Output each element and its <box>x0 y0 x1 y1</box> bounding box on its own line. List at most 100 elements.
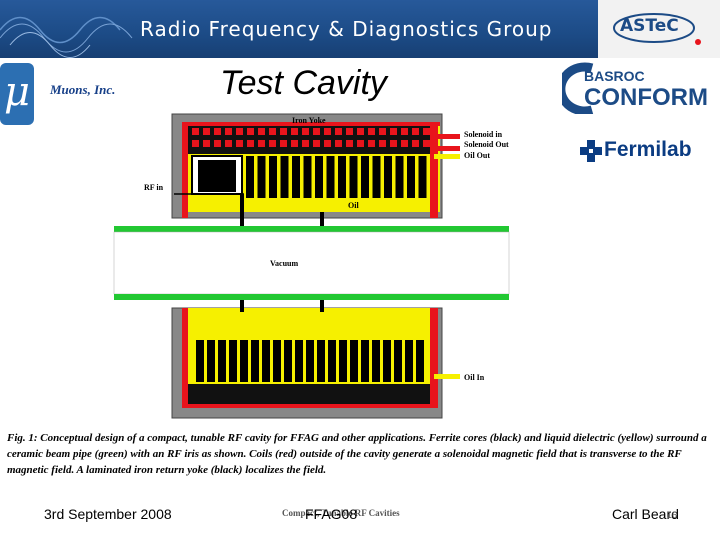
coil-winding <box>313 140 320 147</box>
coil-winding <box>280 128 287 135</box>
coil-winding <box>247 140 254 147</box>
coil-winding <box>412 128 419 135</box>
ferrite-core <box>295 340 303 382</box>
label-vacuum: Vacuum <box>270 259 298 268</box>
ferrite-core <box>246 156 254 198</box>
ferrite-core <box>280 156 289 198</box>
coil-winding <box>302 128 309 135</box>
coil-winding <box>269 140 276 147</box>
ferrite-core <box>339 340 347 382</box>
ferrite-core <box>326 156 335 198</box>
coil-winding <box>192 128 199 135</box>
astec-logo-text: ASTeC <box>620 16 679 36</box>
conform-text: CONFORM <box>584 84 708 111</box>
label-oil-in: Oil In <box>464 373 485 382</box>
footer-author: Carl Beard <box>612 506 679 522</box>
fermilab-icon <box>580 140 602 162</box>
footer-event: FFAG08 <box>305 506 358 522</box>
ferrite-core <box>338 156 346 198</box>
ferrite-core <box>315 156 323 198</box>
ferrite-cores-bottom <box>196 340 424 382</box>
astec-logo-box <box>598 0 720 58</box>
coil-winding <box>324 140 331 147</box>
solenoid-side-left-top <box>182 126 188 218</box>
coil-winding <box>247 128 254 135</box>
coil-winding <box>236 128 243 135</box>
ferrite-core <box>306 340 314 382</box>
coil-winding <box>390 140 397 147</box>
label-oil-out: Oil Out <box>464 151 490 160</box>
coil-winding <box>335 140 342 147</box>
coil-housing-top <box>188 124 434 154</box>
coil-winding <box>423 140 430 147</box>
coil-winding <box>401 128 408 135</box>
ferrite-core <box>405 340 413 382</box>
coil-winding <box>412 140 419 147</box>
fermilab-logo-text: Fermilab <box>604 138 692 161</box>
coil-winding <box>346 140 353 147</box>
footer-page-number: 16 <box>667 510 678 520</box>
coil-winding <box>324 128 331 135</box>
ferrite-core <box>269 156 277 198</box>
coil-winding <box>357 140 364 147</box>
coil-winding <box>302 140 309 147</box>
ferrite-core <box>361 340 369 382</box>
ferrite-core <box>383 340 391 382</box>
ferrite-core <box>416 340 424 382</box>
astec-logo <box>613 13 701 45</box>
beam-pipe-bottom <box>114 294 509 300</box>
coil-winding <box>225 140 232 147</box>
ferrite-core <box>372 156 381 198</box>
ferrite-core <box>394 340 402 382</box>
coil-winding <box>390 128 397 135</box>
coil-winding <box>203 140 210 147</box>
coil-winding <box>313 128 320 135</box>
ferrite-core <box>328 340 336 382</box>
coil-winding <box>269 128 276 135</box>
ferrite-core <box>407 156 415 198</box>
ferrite-core <box>284 340 292 382</box>
cavity-diagram: Iron Yoke Solenoid in Solenoid Out Oil O… <box>113 113 510 419</box>
coil-winding <box>291 140 298 147</box>
ferrite-core <box>292 156 300 198</box>
solenoid-coils-top <box>192 128 430 147</box>
ferrite-core <box>218 340 226 382</box>
coil-winding <box>401 140 408 147</box>
ferrite-core <box>418 156 427 198</box>
ferrite-core <box>384 156 392 198</box>
figure-caption: Fig. 1: Conceptual design of a compact, … <box>7 432 707 476</box>
label-oil: Oil <box>348 201 359 210</box>
label-iron-yoke: Iron Yoke <box>292 116 326 125</box>
label-solenoid-in: Solenoid in <box>464 130 503 139</box>
coil-winding <box>225 128 232 135</box>
coil-winding <box>346 128 353 135</box>
coil-winding <box>368 140 375 147</box>
ferrite-core <box>240 340 248 382</box>
ferrite-core <box>372 340 380 382</box>
muons-inc-label: Muons, Inc. <box>50 82 116 97</box>
ferrite-core <box>257 156 266 198</box>
muons-logo-icon: μ <box>0 63 34 125</box>
ferrite-core <box>273 340 281 382</box>
coil-winding <box>423 128 430 135</box>
coil-winding <box>357 128 364 135</box>
ferrite-core <box>196 340 204 382</box>
ferrite-core <box>262 340 270 382</box>
ferrite-core <box>251 340 259 382</box>
slide-title: Test Cavity <box>220 64 387 102</box>
ferrite-core <box>317 340 325 382</box>
ferrite-core <box>350 340 358 382</box>
ferrite-core <box>303 156 312 198</box>
basroc-text: BASROC <box>584 68 645 84</box>
coil-winding <box>214 128 221 135</box>
vacuum-region <box>113 231 510 295</box>
ferrite-core <box>207 340 215 382</box>
coil-winding <box>258 128 265 135</box>
ferrite-cores-top <box>246 156 427 198</box>
beam-pipe-top <box>114 226 509 232</box>
coil-winding <box>258 140 265 147</box>
footer-date: 3rd September 2008 <box>44 506 172 522</box>
coil-winding <box>192 140 199 147</box>
coil-winding <box>335 128 342 135</box>
footer-title-overlay: Compact, Tunable RF Cavities <box>282 508 400 518</box>
